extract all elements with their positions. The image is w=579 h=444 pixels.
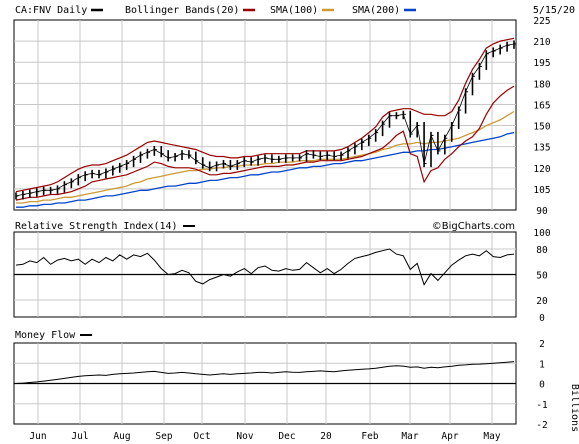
money-flow-tick-label: -2 [536, 420, 547, 431]
price-tick-label: 210 [533, 37, 550, 48]
x-tick-label: Dec [278, 431, 295, 442]
rsi-tick-label: 50 [536, 271, 548, 282]
legend-label: SMA(100) [270, 5, 318, 16]
money-flow-panel: 2 1 0 -1 -2 [13, 339, 548, 431]
rsi-legend-label: Relative Strength Index(14) [15, 221, 178, 232]
money-flow-tick-label: -1 [536, 400, 548, 411]
legend-label: CA:FNV Daily [15, 5, 87, 16]
x-tick-label: Aug [113, 431, 130, 442]
money-flow-unit-label: Billions [569, 384, 579, 432]
rsi-tick-label: 80 [536, 245, 548, 256]
x-tick-label: May [483, 431, 500, 442]
watermark: ©BigCharts.com [432, 221, 515, 232]
money-flow-tick-label: 2 [539, 339, 545, 350]
price-plot-area [13, 19, 517, 211]
price-tick-label: 120 [533, 164, 550, 175]
price-tick-label: 150 [533, 122, 550, 133]
x-tick-label: Jun [29, 431, 46, 442]
legend-label: SMA(200) [352, 5, 400, 16]
price-tick-label: 195 [533, 58, 550, 69]
x-tick-label: Jul [71, 431, 88, 442]
rsi-tick-label: 20 [536, 296, 548, 307]
price-legend: CA:FNV Daily Bollinger Bands(20) SMA(100) S… [15, 5, 416, 16]
rsi-line [15, 248, 515, 286]
price-panel: 225 210 195 180 165 150 135 120 105 90 [13, 16, 551, 217]
x-tick-label: Oct [193, 431, 210, 442]
bollinger-lower-line [15, 85, 515, 201]
money-flow-tick-label: 0 [539, 380, 545, 391]
bollinger-upper-line [15, 37, 515, 193]
price-tick-label: 180 [533, 79, 550, 90]
x-tick-label: Mar [401, 431, 418, 442]
money-flow-tick-label: 1 [539, 359, 545, 370]
x-tick-label: Apr [441, 431, 458, 442]
price-tick-label: 225 [533, 16, 550, 27]
x-axis: Jun Jul Aug Sep Oct Nov Dec 20 Feb Mar Apr May [29, 431, 500, 442]
rsi-tick-label: 0 [539, 313, 545, 324]
price-close-line [15, 43, 515, 197]
rsi-tick-label: 100 [533, 228, 550, 239]
x-tick-label: Sep [155, 431, 172, 442]
legend-label: Bollinger Bands(20) [125, 5, 239, 16]
date-label: 5/15/20 [533, 5, 575, 16]
x-tick-label: Feb [361, 431, 378, 442]
money-flow-legend-label: Money Flow [15, 330, 76, 341]
price-tick-label: 135 [533, 143, 550, 154]
money-flow-line [15, 361, 515, 384]
x-tick-label: 20 [320, 431, 332, 442]
price-tick-label: 165 [533, 100, 550, 111]
price-tick-label: 105 [533, 185, 550, 196]
x-tick-label: Nov [236, 431, 253, 442]
price-tick-label: 90 [536, 206, 548, 217]
rsi-panel: 100 80 50 20 0 [13, 228, 551, 324]
